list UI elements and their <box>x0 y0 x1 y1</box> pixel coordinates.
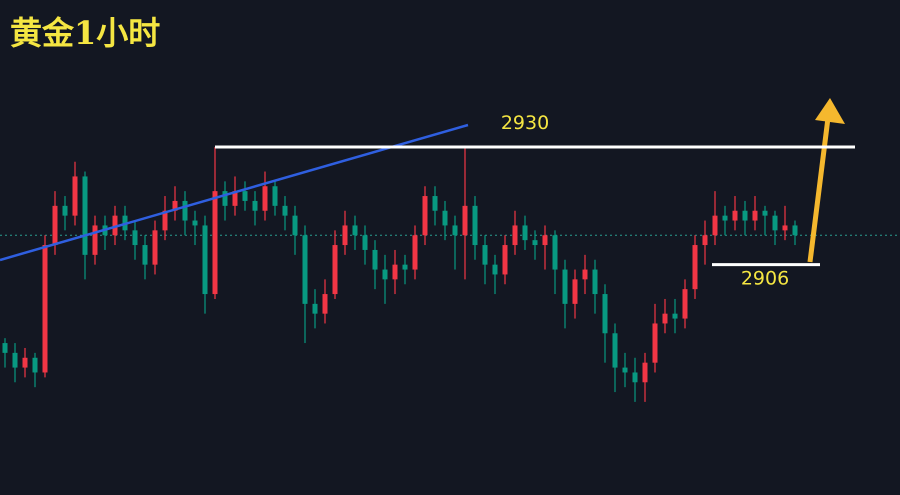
candle-body <box>32 357 38 373</box>
candle-body <box>92 225 98 255</box>
candle-body <box>582 269 588 280</box>
candle-body <box>592 269 598 295</box>
candle-body <box>132 230 138 246</box>
candle-body <box>252 200 258 211</box>
candle-body <box>292 215 298 236</box>
candle-body <box>212 191 218 295</box>
candle-body <box>312 303 318 314</box>
candle-body <box>352 225 358 236</box>
candle-body <box>62 205 68 216</box>
candle-body <box>792 225 798 236</box>
candle-body <box>652 323 658 363</box>
trend-line <box>0 123 469 262</box>
candle-body <box>262 186 268 211</box>
candle-body <box>52 205 58 246</box>
candle-body <box>522 225 528 241</box>
candle-body <box>282 205 288 216</box>
candle-body <box>2 343 8 353</box>
candle-body <box>302 235 308 304</box>
candle-body <box>232 191 238 206</box>
candle-body <box>562 269 568 304</box>
candle-body <box>682 289 688 319</box>
candle-body <box>472 205 478 246</box>
candle-body <box>202 225 208 295</box>
candle-body <box>632 372 638 383</box>
candle-body <box>82 176 88 255</box>
candle-body <box>392 264 398 280</box>
candle-body <box>442 210 448 226</box>
level-label: 2906 <box>741 268 789 290</box>
candle-body <box>22 357 28 368</box>
candle-body <box>172 200 178 211</box>
candle-body <box>382 269 388 280</box>
candle-body <box>502 245 508 275</box>
candle-body <box>772 215 778 231</box>
candle-body <box>452 225 458 236</box>
candle-body <box>372 249 378 270</box>
candle-body <box>492 264 498 275</box>
candle-body <box>332 245 338 295</box>
chart-title: 黄金1小时 <box>10 14 160 52</box>
candle-body <box>532 240 538 246</box>
candle-body <box>712 215 718 236</box>
candle-body <box>622 367 628 373</box>
candle-body <box>602 294 608 334</box>
candle-body <box>402 264 408 270</box>
level-label: 2930 <box>501 112 549 134</box>
candle-body <box>182 200 188 221</box>
candle-body <box>12 352 18 368</box>
candle-body <box>342 225 348 246</box>
arrow <box>807 98 845 263</box>
candle-body <box>662 313 668 324</box>
candle-body <box>142 245 148 265</box>
candle-body <box>322 294 328 314</box>
candle-body <box>422 196 428 236</box>
candle-body <box>152 230 158 265</box>
candle-body <box>42 245 48 373</box>
candle-body <box>752 210 758 221</box>
candle-body <box>242 191 248 201</box>
candle-body <box>722 215 728 221</box>
candle-body <box>192 220 198 226</box>
candles <box>0 147 900 402</box>
candle-body <box>742 210 748 221</box>
candle-body <box>542 235 548 246</box>
candle-body <box>512 225 518 246</box>
candle-body <box>462 205 468 236</box>
candle-body <box>482 245 488 265</box>
candle-body <box>552 235 558 270</box>
candle-body <box>432 196 438 211</box>
candle-body <box>642 362 648 383</box>
candle-body <box>702 235 708 246</box>
candle-body <box>362 235 368 250</box>
candle-body <box>272 186 278 206</box>
candle-body <box>112 215 118 236</box>
candle-body <box>412 235 418 270</box>
candle-body <box>762 210 768 216</box>
candle-body <box>692 245 698 290</box>
candle-body <box>222 191 228 206</box>
candle-body <box>612 333 618 368</box>
candle-body <box>162 210 168 231</box>
candle-body <box>572 279 578 304</box>
candle-body <box>732 210 738 221</box>
candle-body <box>782 225 788 231</box>
candle-body <box>72 176 78 216</box>
candle-body <box>672 313 678 319</box>
